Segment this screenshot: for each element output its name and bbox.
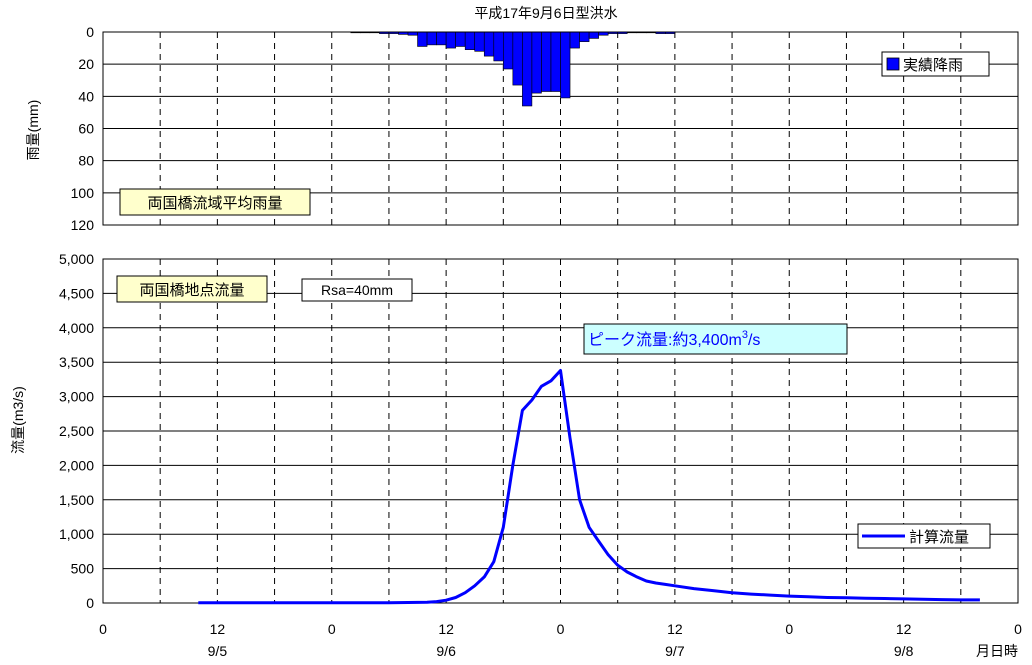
flow-gridlines — [103, 259, 1018, 603]
rain-y-axis-title: 雨量(mm) — [25, 100, 41, 161]
peak-annotation-label: ピーク流量:約3,400m3/s — [588, 329, 760, 349]
flow-legend-label: 計算流量 — [909, 528, 969, 546]
rsa-annotation-box: Rsa=40mm — [301, 278, 413, 302]
rain-y-tick-label: 80 — [78, 153, 94, 169]
flow-series-line — [198, 369, 980, 605]
rain-legend-swatch — [886, 57, 900, 71]
rain-y-tick-label: 20 — [78, 56, 94, 72]
flow-y-tick-label: 3,000 — [59, 389, 94, 405]
x-tick-date-label: 9/7 — [665, 643, 685, 659]
x-tick-label: 0 — [1014, 621, 1022, 637]
flow-y-tick-label: 1,000 — [59, 526, 94, 542]
x-tick-date-label: 9/8 — [894, 643, 914, 659]
rain-bar — [522, 31, 533, 107]
rain-legend: 実績降雨 — [881, 51, 990, 77]
rain-bar — [512, 31, 523, 86]
rain-y-tick-label: 120 — [71, 217, 95, 233]
rain-plot-frame — [102, 31, 1019, 226]
flow-y-tick-label: 500 — [71, 561, 95, 577]
x-tick-label: 12 — [210, 621, 226, 637]
flow-y-tick-label: 4,000 — [59, 320, 94, 336]
rain-bar — [560, 31, 571, 99]
flow-y-tick-label: 1,500 — [59, 492, 94, 508]
rain-bar — [569, 31, 580, 49]
rain-bar — [531, 31, 542, 94]
rsa-annotation-label: Rsa=40mm — [321, 282, 393, 298]
x-tick-label: 12 — [896, 621, 912, 637]
x-tick-label: 0 — [557, 621, 565, 637]
rain-bar — [483, 31, 495, 57]
flow-annotation-box: 両国橋地点流量 — [116, 275, 268, 303]
flow-y-tick-label: 5,000 — [59, 251, 94, 267]
flow-y-ticks: 0 500 1,000 1,500 2,000 2,500 3,000 3,500 4,000 4… — [59, 251, 94, 611]
rain-annotation-label: 両国橋流域平均雨量 — [147, 195, 282, 212]
rain-bar — [588, 31, 599, 39]
flow-y-tick-label: 0 — [86, 595, 94, 611]
x-axis-ticks: 0 12 9/5 0 12 9/6 0 12 9/7 0 12 9/8 0 — [99, 621, 1022, 659]
rain-bar — [493, 31, 504, 62]
x-tick-label: 12 — [438, 621, 454, 637]
x-tick-date-label: 9/6 — [436, 643, 456, 659]
rain-bar — [445, 31, 456, 49]
rain-y-ticks: 0 20 40 60 80 100 120 — [71, 24, 95, 233]
rain-bar — [474, 31, 485, 52]
chart-title: 平成17年9月6日型洪水 — [474, 5, 617, 21]
flow-annotation-label: 両国橋地点流量 — [139, 282, 244, 299]
rain-bar — [426, 31, 437, 46]
rain-bars — [350, 31, 676, 107]
x-tick-label: 12 — [667, 621, 683, 637]
x-tick-label: 0 — [328, 621, 336, 637]
rain-annotation-box: 両国橋流域平均雨量 — [119, 188, 311, 216]
flow-y-tick-label: 2,000 — [59, 457, 94, 473]
rain-y-tick-label: 40 — [78, 88, 94, 104]
flow-legend: 計算流量 — [857, 523, 991, 549]
rain-legend-label: 実績降雨 — [903, 57, 963, 74]
x-tick-label: 0 — [785, 621, 793, 637]
x-tick-date-label: 9/5 — [208, 643, 228, 659]
rain-bar — [417, 31, 428, 47]
x-axis-unit-label: 月日時 — [976, 643, 1018, 659]
rain-bar — [550, 31, 561, 92]
rain-bar — [436, 31, 447, 46]
rain-bar — [503, 31, 514, 70]
rain-bar — [464, 31, 476, 50]
flow-y-tick-label: 2,500 — [59, 423, 94, 439]
flow-y-tick-label: 4,500 — [59, 285, 94, 301]
flow-plot-frame — [102, 258, 1019, 604]
rain-y-tick-label: 0 — [86, 24, 94, 40]
rain-y-tick-label: 100 — [71, 185, 95, 201]
flow-y-axis-title: 流量(m3/s) — [10, 386, 26, 454]
rain-bar — [455, 31, 466, 47]
x-tick-label: 0 — [99, 621, 107, 637]
rain-bar — [579, 31, 590, 42]
rain-bar — [541, 31, 552, 92]
peak-annotation-box: ピーク流量:約3,400m3/s — [583, 323, 848, 355]
rain-y-tick-label: 60 — [78, 121, 94, 137]
flow-y-tick-label: 3,500 — [59, 354, 94, 370]
